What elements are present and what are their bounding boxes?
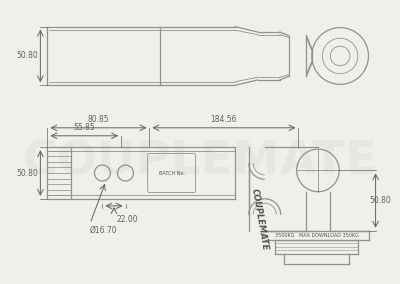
Text: 3500KG   MAX DOWNLOAD 350KG: 3500KG MAX DOWNLOAD 350KG (275, 233, 358, 238)
Text: 50.80: 50.80 (17, 51, 38, 60)
Text: BATCH No.: BATCH No. (159, 170, 184, 176)
Text: 184.56: 184.56 (211, 115, 237, 124)
Text: COUPLEMATE: COUPLEMATE (22, 140, 378, 185)
Text: 22.00: 22.00 (116, 215, 138, 224)
Text: COUPLEMATE: COUPLEMATE (250, 187, 269, 251)
Text: 80.85: 80.85 (88, 115, 109, 124)
Text: Ø16.70: Ø16.70 (90, 225, 118, 234)
Text: 50.80: 50.80 (17, 168, 38, 178)
Text: 50.80: 50.80 (370, 196, 392, 205)
Text: 55.85: 55.85 (73, 123, 95, 132)
